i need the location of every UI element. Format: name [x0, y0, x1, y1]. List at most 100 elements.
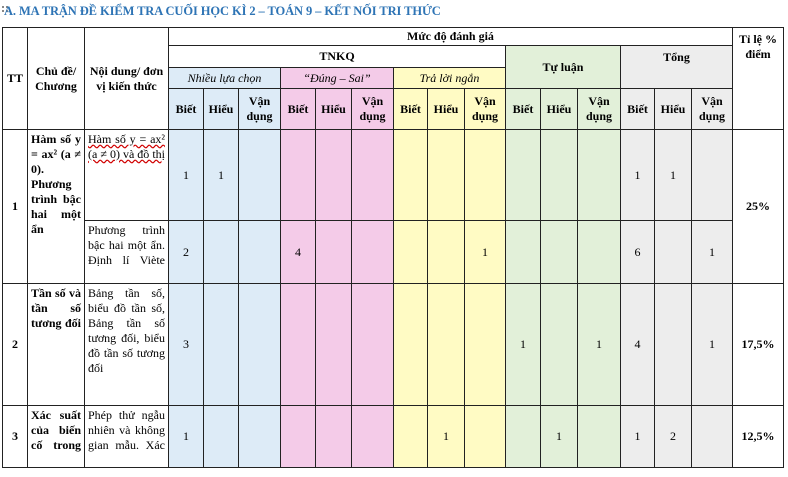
- header-short-answer: Trả lời ngắn: [393, 67, 506, 89]
- header-total: Tổng: [620, 45, 733, 89]
- row-percent: 17,5%: [732, 283, 784, 406]
- assessment-matrix-table: TT Chủ đề/ Chương Nội dung/ đơn vị kiến …: [2, 27, 784, 468]
- cell: [203, 405, 239, 468]
- cell: 6: [620, 220, 655, 284]
- essay-hieu: Hiểu: [540, 88, 578, 130]
- header-true-false: “Đúng – Sai”: [280, 67, 394, 89]
- table-row: 3 Xác suất của biến cố trong Phép thử ng…: [2, 405, 784, 468]
- row-content: Bảng tần số, biểu đồ tần số, Bảng tần số…: [84, 283, 169, 406]
- cell: [238, 220, 281, 284]
- tf-hieu: Hiểu: [315, 88, 352, 130]
- cell: [203, 220, 239, 284]
- cell: 1: [691, 220, 733, 284]
- cell: [427, 129, 465, 221]
- cell: [351, 129, 394, 221]
- row-content: Phương trình bậc hai một ẩn. Định lí Viè…: [84, 220, 169, 284]
- cell: 1: [577, 283, 621, 406]
- short-vandung: Vận dụng: [464, 88, 506, 130]
- row-chapter: Hàm số y = ax² (a ≠ 0). Phương trình bậc…: [27, 129, 85, 284]
- cell: [393, 283, 428, 406]
- cell: 4: [280, 220, 316, 284]
- table-move-handle-icon[interactable]: [2, 6, 11, 15]
- cell: 1: [691, 283, 733, 406]
- tf-vandung: Vận dụng: [351, 88, 394, 130]
- cell: [315, 283, 352, 406]
- cell: [540, 129, 578, 221]
- row-chapter: Xác suất của biến cố trong: [27, 405, 85, 468]
- cell: 3: [168, 283, 204, 406]
- cell: [238, 283, 281, 406]
- short-hieu: Hiểu: [427, 88, 465, 130]
- row-tt: 1: [2, 129, 28, 284]
- cell: [280, 283, 316, 406]
- essay-biet: Biết: [505, 88, 541, 130]
- cell: [203, 283, 239, 406]
- cell: [654, 220, 692, 284]
- cell: [393, 405, 428, 468]
- cell: 1: [505, 283, 541, 406]
- cell: 2: [654, 405, 692, 468]
- cell: 2: [168, 220, 204, 284]
- cell: [280, 405, 316, 468]
- cell: 1: [540, 405, 578, 468]
- cell: [427, 220, 465, 284]
- row-content-text: Hàm số y = ax² (a ≠ 0) và đồ thị: [88, 132, 165, 161]
- cell: [464, 129, 506, 221]
- cell: [577, 220, 621, 284]
- table-row: Phương trình bậc hai một ẩn. Định lí Viè…: [3, 220, 784, 284]
- cell: [315, 405, 352, 468]
- total-hieu: Hiểu: [654, 88, 692, 130]
- total-vandung: Vận dụng: [691, 88, 733, 130]
- cell: [238, 129, 281, 221]
- cell: [505, 129, 541, 221]
- cell: [691, 129, 733, 221]
- cell: [351, 405, 394, 468]
- row-tt: 3: [2, 405, 28, 468]
- header-multiple-choice: Nhiều lựa chọn: [168, 67, 281, 89]
- cell: [691, 405, 733, 468]
- total-biet: Biết: [620, 88, 655, 130]
- cell: [577, 405, 621, 468]
- cell: [393, 220, 428, 284]
- cell: 1: [168, 405, 204, 468]
- row-content: Hàm số y = ax² (a ≠ 0) và đồ thị: [84, 129, 169, 221]
- cell: 1: [427, 405, 465, 468]
- row-content: Phép thử ngẫu nhiên và không gian mẫu. X…: [84, 405, 169, 468]
- header-chapter: Chủ đề/ Chương: [27, 27, 85, 130]
- cell: [351, 283, 394, 406]
- cell: [540, 283, 578, 406]
- cell: [505, 405, 541, 468]
- header-percent: Tỉ lệ % điểm: [732, 27, 784, 130]
- row-percent: 12,5%: [732, 405, 784, 468]
- cell: [540, 220, 578, 284]
- header-level: Mức độ đánh giá: [168, 27, 733, 46]
- cell: [280, 129, 316, 221]
- row-percent: 25%: [732, 129, 784, 284]
- mc-vandung: Vận dụng: [238, 88, 281, 130]
- row-chapter: Tần số và tần số tương đối: [27, 283, 85, 406]
- cell: [464, 283, 506, 406]
- table-row: 1 Hàm số y = ax² (a ≠ 0). Phương trình b…: [2, 129, 784, 284]
- essay-vandung: Vận dụng: [577, 88, 621, 130]
- cell: [654, 283, 692, 406]
- cell: [315, 129, 352, 221]
- row-tt: 2: [2, 283, 28, 406]
- short-biet: Biết: [393, 88, 428, 130]
- cell: [351, 220, 394, 284]
- table-row: 2 Tần số và tần số tương đối Bảng tần số…: [2, 283, 784, 406]
- cell: 1: [168, 129, 204, 221]
- cell: 1: [203, 129, 239, 221]
- cell: [315, 220, 352, 284]
- cell: 1: [654, 129, 692, 221]
- header-tt: TT: [2, 27, 28, 130]
- cell: [427, 283, 465, 406]
- cell: [505, 220, 541, 284]
- cell: 1: [620, 405, 655, 468]
- cell: 1: [464, 220, 506, 284]
- header-content: Nội dung/ đơn vị kiến thức: [84, 27, 169, 130]
- header-tnkq: TNKQ: [168, 45, 506, 68]
- tf-biet: Biết: [280, 88, 316, 130]
- cell: [238, 405, 281, 468]
- cell: [464, 405, 506, 468]
- document-title: A. MA TRẬN ĐỀ KIỂM TRA CUỐI HỌC KÌ 2 – T…: [4, 4, 441, 18]
